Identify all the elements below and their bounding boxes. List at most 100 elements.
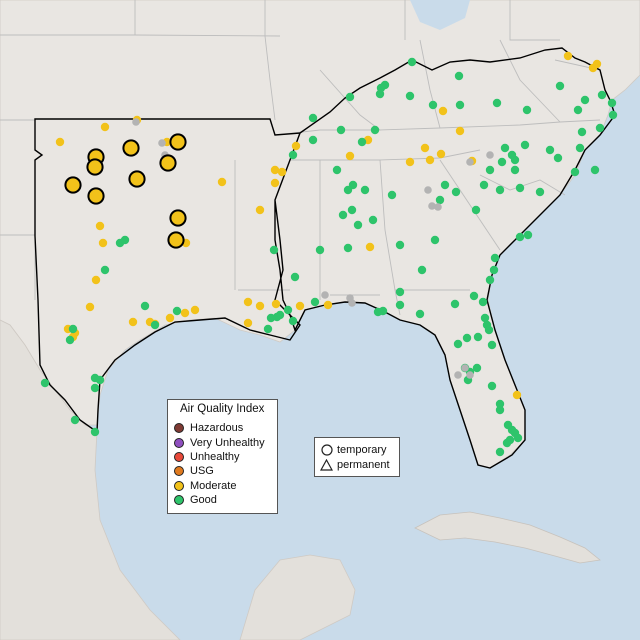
good-monitor-marker[interactable] (473, 332, 483, 342)
moderate-monitor-marker[interactable] (438, 106, 448, 116)
moderate-monitor-marker[interactable] (295, 301, 305, 311)
good-monitor-marker[interactable] (479, 180, 489, 190)
good-monitor-marker[interactable] (471, 205, 481, 215)
good-monitor-marker[interactable] (269, 245, 279, 255)
good-monitor-marker[interactable] (395, 287, 405, 297)
moderate-temporary-monitor-marker[interactable] (169, 133, 187, 151)
good-monitor-marker[interactable] (288, 150, 298, 160)
good-monitor-marker[interactable] (428, 100, 438, 110)
moderate-monitor-marker[interactable] (91, 275, 101, 285)
good-monitor-marker[interactable] (520, 140, 530, 150)
inactive-monitor-marker[interactable] (461, 364, 469, 372)
moderate-temporary-monitor-marker[interactable] (86, 158, 104, 176)
good-monitor-marker[interactable] (608, 110, 618, 120)
moderate-monitor-marker[interactable] (95, 221, 105, 231)
good-monitor-marker[interactable] (478, 297, 488, 307)
moderate-monitor-marker[interactable] (323, 300, 333, 310)
good-monitor-marker[interactable] (172, 306, 182, 316)
moderate-monitor-marker[interactable] (270, 178, 280, 188)
moderate-temporary-monitor-marker[interactable] (87, 187, 105, 205)
moderate-monitor-marker[interactable] (425, 155, 435, 165)
good-monitor-marker[interactable] (150, 320, 160, 330)
good-monitor-marker[interactable] (450, 299, 460, 309)
good-monitor-marker[interactable] (395, 300, 405, 310)
good-monitor-marker[interactable] (395, 240, 405, 250)
good-monitor-marker[interactable] (451, 187, 461, 197)
good-monitor-marker[interactable] (332, 165, 342, 175)
good-monitor-marker[interactable] (490, 253, 500, 263)
good-monitor-marker[interactable] (345, 92, 355, 102)
good-monitor-marker[interactable] (435, 195, 445, 205)
good-monitor-marker[interactable] (315, 245, 325, 255)
good-monitor-marker[interactable] (343, 185, 353, 195)
good-monitor-marker[interactable] (360, 185, 370, 195)
good-monitor-marker[interactable] (290, 272, 300, 282)
good-monitor-marker[interactable] (545, 145, 555, 155)
moderate-monitor-marker[interactable] (270, 165, 280, 175)
moderate-monitor-marker[interactable] (291, 141, 301, 151)
good-monitor-marker[interactable] (487, 381, 497, 391)
moderate-temporary-monitor-marker[interactable] (64, 176, 82, 194)
moderate-monitor-marker[interactable] (98, 238, 108, 248)
moderate-monitor-marker[interactable] (165, 313, 175, 323)
good-monitor-marker[interactable] (553, 153, 563, 163)
good-monitor-marker[interactable] (513, 433, 523, 443)
good-monitor-marker[interactable] (577, 127, 587, 137)
inactive-monitor-marker[interactable] (486, 151, 494, 159)
good-monitor-marker[interactable] (336, 125, 346, 135)
moderate-monitor-marker[interactable] (436, 149, 446, 159)
inactive-monitor-marker[interactable] (424, 186, 432, 194)
good-monitor-marker[interactable] (495, 399, 505, 409)
good-monitor-marker[interactable] (472, 363, 482, 373)
inactive-monitor-marker[interactable] (428, 202, 436, 210)
good-monitor-marker[interactable] (515, 232, 525, 242)
good-monitor-marker[interactable] (347, 205, 357, 215)
good-monitor-marker[interactable] (485, 275, 495, 285)
good-monitor-marker[interactable] (378, 306, 388, 316)
moderate-monitor-marker[interactable] (128, 317, 138, 327)
good-monitor-marker[interactable] (455, 100, 465, 110)
inactive-monitor-marker[interactable] (348, 299, 356, 307)
inactive-monitor-marker[interactable] (132, 118, 140, 126)
good-monitor-marker[interactable] (454, 71, 464, 81)
good-monitor-marker[interactable] (480, 313, 490, 323)
good-monitor-marker[interactable] (308, 135, 318, 145)
good-monitor-marker[interactable] (580, 95, 590, 105)
inactive-monitor-marker[interactable] (454, 371, 462, 379)
moderate-monitor-marker[interactable] (563, 51, 573, 61)
moderate-monitor-marker[interactable] (217, 177, 227, 187)
good-monitor-marker[interactable] (522, 105, 532, 115)
good-monitor-marker[interactable] (500, 143, 510, 153)
inactive-monitor-marker[interactable] (321, 291, 329, 299)
inactive-monitor-marker[interactable] (466, 371, 474, 379)
moderate-monitor-marker[interactable] (592, 59, 602, 69)
good-monitor-marker[interactable] (495, 447, 505, 457)
moderate-monitor-marker[interactable] (255, 301, 265, 311)
good-monitor-marker[interactable] (120, 235, 130, 245)
moderate-monitor-marker[interactable] (271, 299, 281, 309)
inactive-monitor-marker[interactable] (466, 158, 474, 166)
good-monitor-marker[interactable] (266, 313, 276, 323)
moderate-monitor-marker[interactable] (243, 318, 253, 328)
moderate-monitor-marker[interactable] (85, 302, 95, 312)
good-monitor-marker[interactable] (510, 165, 520, 175)
good-monitor-marker[interactable] (487, 340, 497, 350)
good-monitor-marker[interactable] (100, 265, 110, 275)
good-monitor-marker[interactable] (68, 324, 78, 334)
good-monitor-marker[interactable] (405, 91, 415, 101)
good-monitor-marker[interactable] (376, 83, 386, 93)
moderate-monitor-marker[interactable] (345, 151, 355, 161)
good-monitor-marker[interactable] (595, 123, 605, 133)
moderate-temporary-monitor-marker[interactable] (128, 170, 146, 188)
good-monitor-marker[interactable] (65, 335, 75, 345)
good-monitor-marker[interactable] (70, 415, 80, 425)
good-monitor-marker[interactable] (497, 157, 507, 167)
good-monitor-marker[interactable] (283, 305, 293, 315)
good-monitor-marker[interactable] (440, 180, 450, 190)
good-monitor-marker[interactable] (343, 243, 353, 253)
inactive-monitor-marker[interactable] (158, 139, 166, 147)
good-monitor-marker[interactable] (308, 113, 318, 123)
good-monitor-marker[interactable] (407, 57, 417, 67)
good-monitor-marker[interactable] (357, 137, 367, 147)
